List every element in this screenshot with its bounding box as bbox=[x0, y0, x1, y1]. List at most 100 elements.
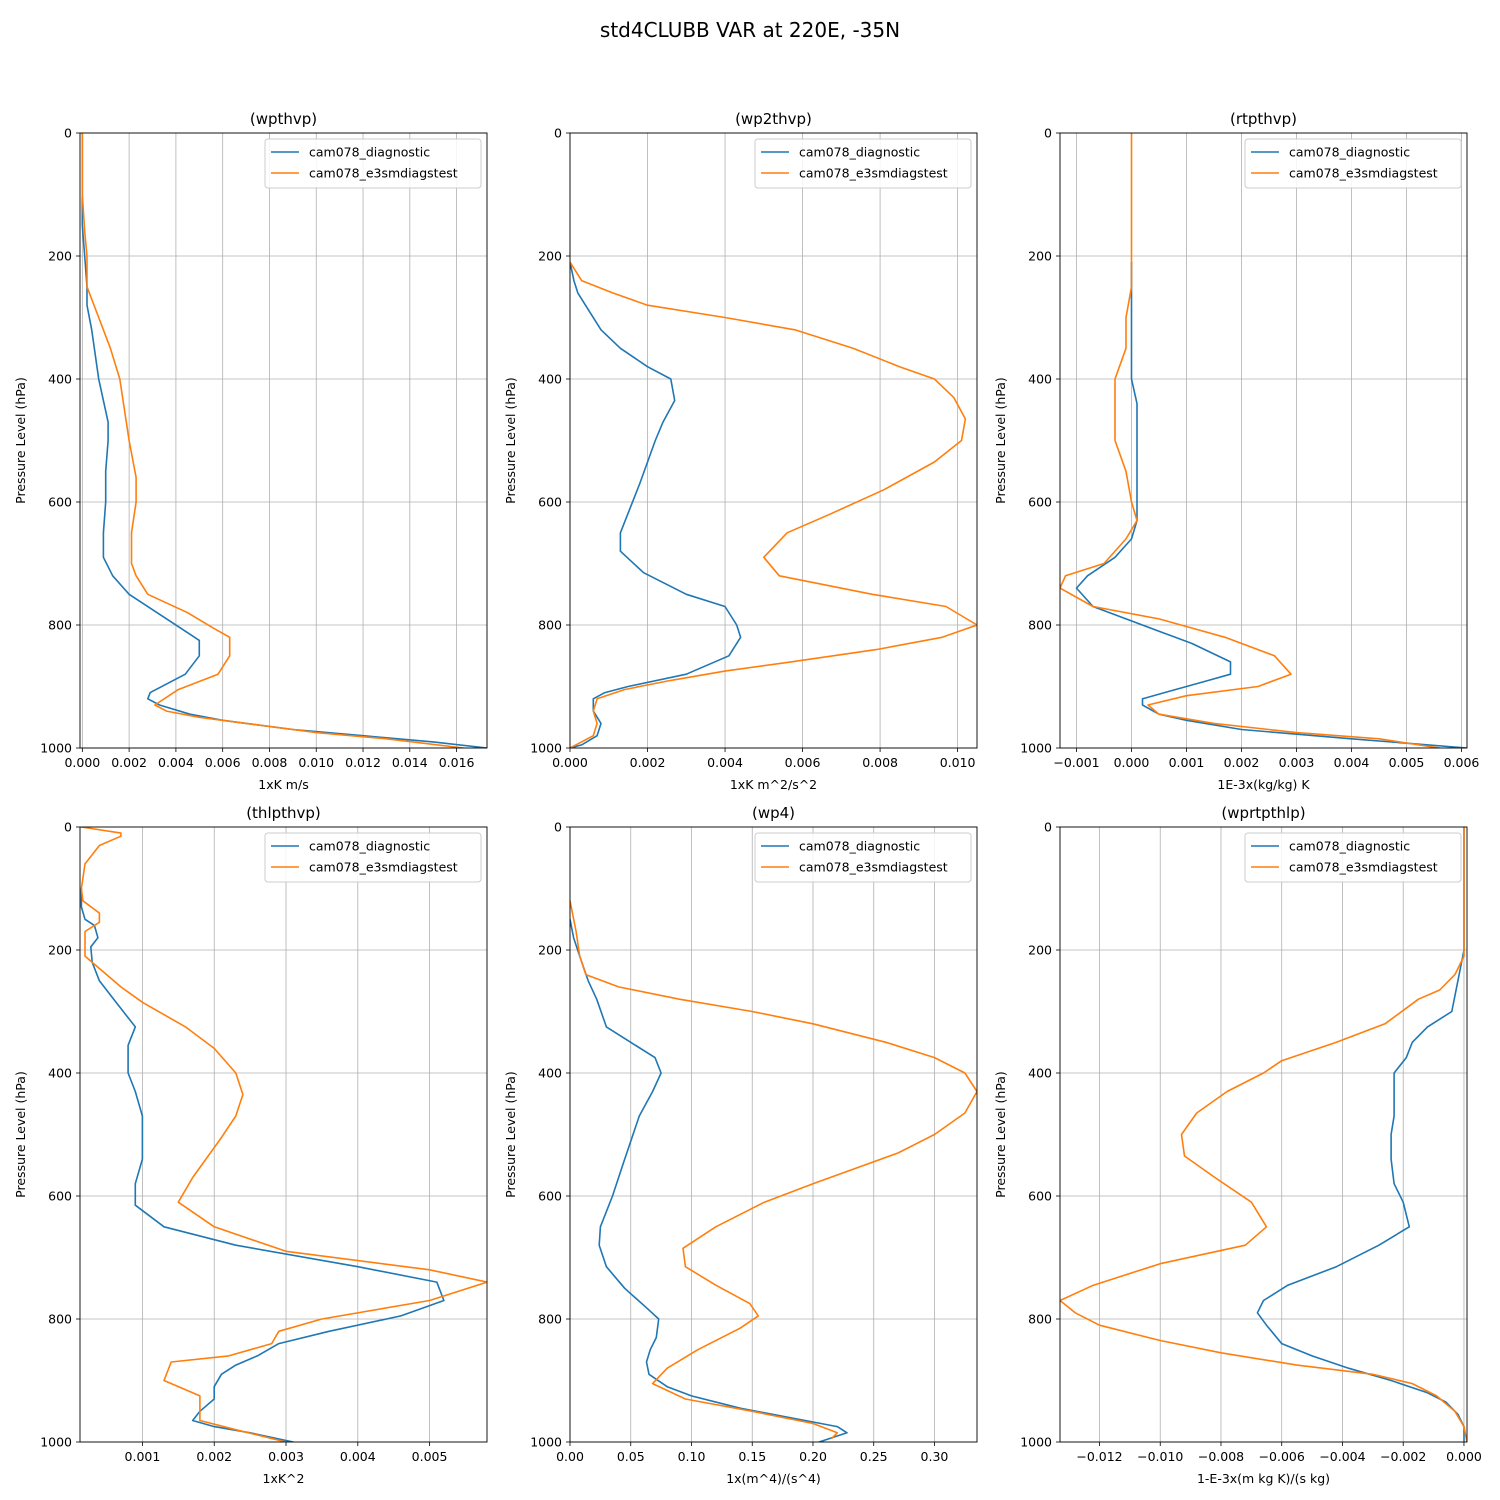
y-tick-label: 800 bbox=[538, 1312, 562, 1327]
x-tick-label: 0.004 bbox=[340, 1449, 376, 1464]
subplot-title: (wpthvp) bbox=[250, 110, 317, 128]
legend-label: cam078_e3smdiagstest bbox=[1289, 860, 1438, 875]
x-tick-label: 0.008 bbox=[252, 755, 288, 770]
x-tick-label: 0.014 bbox=[392, 755, 428, 770]
y-tick-label: 0 bbox=[554, 126, 562, 141]
x-axis-label: 1xK m/s bbox=[258, 777, 308, 792]
subplot-2: −0.001 0.000 0.001 0.002 0.003 0.004 0.005 0.00… bbox=[993, 110, 1479, 792]
y-tick-label: 200 bbox=[48, 943, 72, 958]
y-tick-label: 1000 bbox=[530, 741, 562, 756]
y-tick-label: 600 bbox=[538, 495, 562, 510]
y-tick-label: 400 bbox=[48, 1066, 72, 1081]
axes-frame bbox=[569, 132, 978, 749]
legend-label: cam078_e3smdiagstest bbox=[799, 166, 948, 181]
series-line-cam078_e3smdiagstest bbox=[570, 261, 977, 748]
x-tick-label: −0.008 bbox=[1198, 1449, 1244, 1464]
subplot-title: (thlpthvp) bbox=[246, 804, 321, 822]
x-tick-label: 0.002 bbox=[1224, 755, 1260, 770]
subplot-5: −0.012 −0.010 −0.008 −0.006 −0.004 −0.002 0.00… bbox=[993, 804, 1482, 1486]
y-tick-label: 0 bbox=[64, 820, 72, 835]
y-tick-label: 600 bbox=[1028, 495, 1052, 510]
legend: cam078_diagnostic cam078_e3smdiagstest bbox=[264, 832, 482, 883]
legend-label: cam078_diagnostic bbox=[1289, 839, 1410, 854]
x-tick-label: 0.003 bbox=[268, 1449, 304, 1464]
y-tick-label: 1000 bbox=[1020, 1435, 1052, 1450]
y-tick-label: 600 bbox=[48, 1189, 72, 1204]
legend-box bbox=[754, 832, 972, 883]
x-axis-label: 1E-3x(kg/kg) K bbox=[1217, 777, 1310, 792]
x-tick-label: −0.006 bbox=[1259, 1449, 1305, 1464]
y-axis-label: Pressure Level (hPa) bbox=[993, 1071, 1008, 1198]
x-axis-label: 1xK^2 bbox=[263, 1471, 305, 1486]
subplot-0: 0.000 0.002 0.004 0.006 0.008 0.010 0.012 0.014… bbox=[13, 110, 488, 792]
x-tick-label: 0.001 bbox=[1169, 755, 1205, 770]
legend: cam078_diagnostic cam078_e3smdiagstest bbox=[1244, 832, 1462, 883]
series-line-cam078_e3smdiagstest bbox=[81, 133, 464, 748]
subplot-4: 0.00 0.05 0.10 0.15 0.20 0.25 0.30 0 200 400 600 80… bbox=[503, 804, 978, 1486]
legend: cam078_diagnostic cam078_e3smdiagstest bbox=[754, 832, 972, 883]
legend-box bbox=[264, 138, 482, 189]
y-tick-label: 400 bbox=[538, 1066, 562, 1081]
y-tick-label: 800 bbox=[48, 1312, 72, 1327]
y-tick-label: 200 bbox=[538, 249, 562, 264]
legend-box bbox=[264, 832, 482, 883]
legend-label: cam078_e3smdiagstest bbox=[1289, 166, 1438, 181]
x-tick-label: 0.008 bbox=[862, 755, 898, 770]
x-tick-label: 0.006 bbox=[205, 755, 241, 770]
x-tick-label: −0.001 bbox=[1053, 755, 1099, 770]
series-line-cam078_e3smdiagstest bbox=[1060, 133, 1440, 748]
x-tick-label: 0.002 bbox=[111, 755, 147, 770]
x-tick-label: −0.002 bbox=[1380, 1449, 1426, 1464]
x-tick-label: 0.25 bbox=[860, 1449, 888, 1464]
x-tick-label: 0.004 bbox=[1334, 755, 1370, 770]
subplot-3: 0.001 0.002 0.003 0.004 0.005 0 200 400 600 800 10… bbox=[13, 804, 488, 1486]
y-axis-label: Pressure Level (hPa) bbox=[13, 377, 28, 504]
y-tick-label: 600 bbox=[48, 495, 72, 510]
y-axis-label: Pressure Level (hPa) bbox=[503, 1071, 518, 1198]
axes-frame bbox=[1059, 132, 1468, 749]
y-tick-label: 0 bbox=[64, 126, 72, 141]
y-tick-label: 400 bbox=[48, 372, 72, 387]
x-tick-label: 0.016 bbox=[439, 755, 475, 770]
y-tick-label: 200 bbox=[1028, 249, 1052, 264]
y-tick-label: 0 bbox=[1044, 820, 1052, 835]
series-line-cam078_diagnostic bbox=[1256, 827, 1465, 1442]
x-tick-label: 0.006 bbox=[1444, 755, 1480, 770]
x-tick-label: −0.012 bbox=[1076, 1449, 1122, 1464]
legend: cam078_diagnostic cam078_e3smdiagstest bbox=[264, 138, 482, 189]
x-tick-label: 0.000 bbox=[552, 755, 588, 770]
y-tick-label: 200 bbox=[48, 249, 72, 264]
y-tick-label: 200 bbox=[538, 943, 562, 958]
series-line-cam078_diagnostic bbox=[570, 261, 742, 748]
y-tick-label: 0 bbox=[554, 820, 562, 835]
x-tick-label: 0.010 bbox=[940, 755, 976, 770]
y-tick-label: 1000 bbox=[40, 741, 72, 756]
series-line-cam078_diagnostic bbox=[80, 888, 445, 1442]
series-line-cam078_diagnostic bbox=[1075, 262, 1467, 748]
x-tick-label: −0.004 bbox=[1319, 1449, 1365, 1464]
x-tick-label: 0.005 bbox=[412, 1449, 448, 1464]
series-line-cam078_diagnostic bbox=[81, 133, 487, 748]
x-tick-label: 0.000 bbox=[1446, 1449, 1482, 1464]
y-tick-label: 1000 bbox=[530, 1435, 562, 1450]
y-axis-label: Pressure Level (hPa) bbox=[503, 377, 518, 504]
y-tick-label: 0 bbox=[1044, 126, 1052, 141]
x-tick-label: 0.002 bbox=[630, 755, 666, 770]
axes-frame bbox=[569, 826, 978, 1443]
x-tick-label: 0.001 bbox=[125, 1449, 161, 1464]
x-tick-label: 0.005 bbox=[1389, 755, 1425, 770]
subplot-title: (rtpthvp) bbox=[1230, 110, 1297, 128]
subplot-title: (wp2thvp) bbox=[735, 110, 812, 128]
x-tick-label: 0.004 bbox=[707, 755, 743, 770]
legend-label: cam078_e3smdiagstest bbox=[309, 166, 458, 181]
legend: cam078_diagnostic cam078_e3smdiagstest bbox=[1244, 138, 1462, 189]
axes-frame bbox=[1059, 826, 1468, 1443]
series-line-cam078_e3smdiagstest bbox=[80, 827, 487, 1442]
y-tick-label: 400 bbox=[538, 372, 562, 387]
y-tick-label: 600 bbox=[1028, 1189, 1052, 1204]
y-tick-label: 800 bbox=[1028, 618, 1052, 633]
axes-frame bbox=[79, 826, 488, 1443]
legend-label: cam078_e3smdiagstest bbox=[309, 860, 458, 875]
x-tick-label: 0.000 bbox=[64, 755, 100, 770]
subplot-1: 0.000 0.002 0.004 0.006 0.008 0.010 0 200 400 600… bbox=[503, 110, 978, 792]
